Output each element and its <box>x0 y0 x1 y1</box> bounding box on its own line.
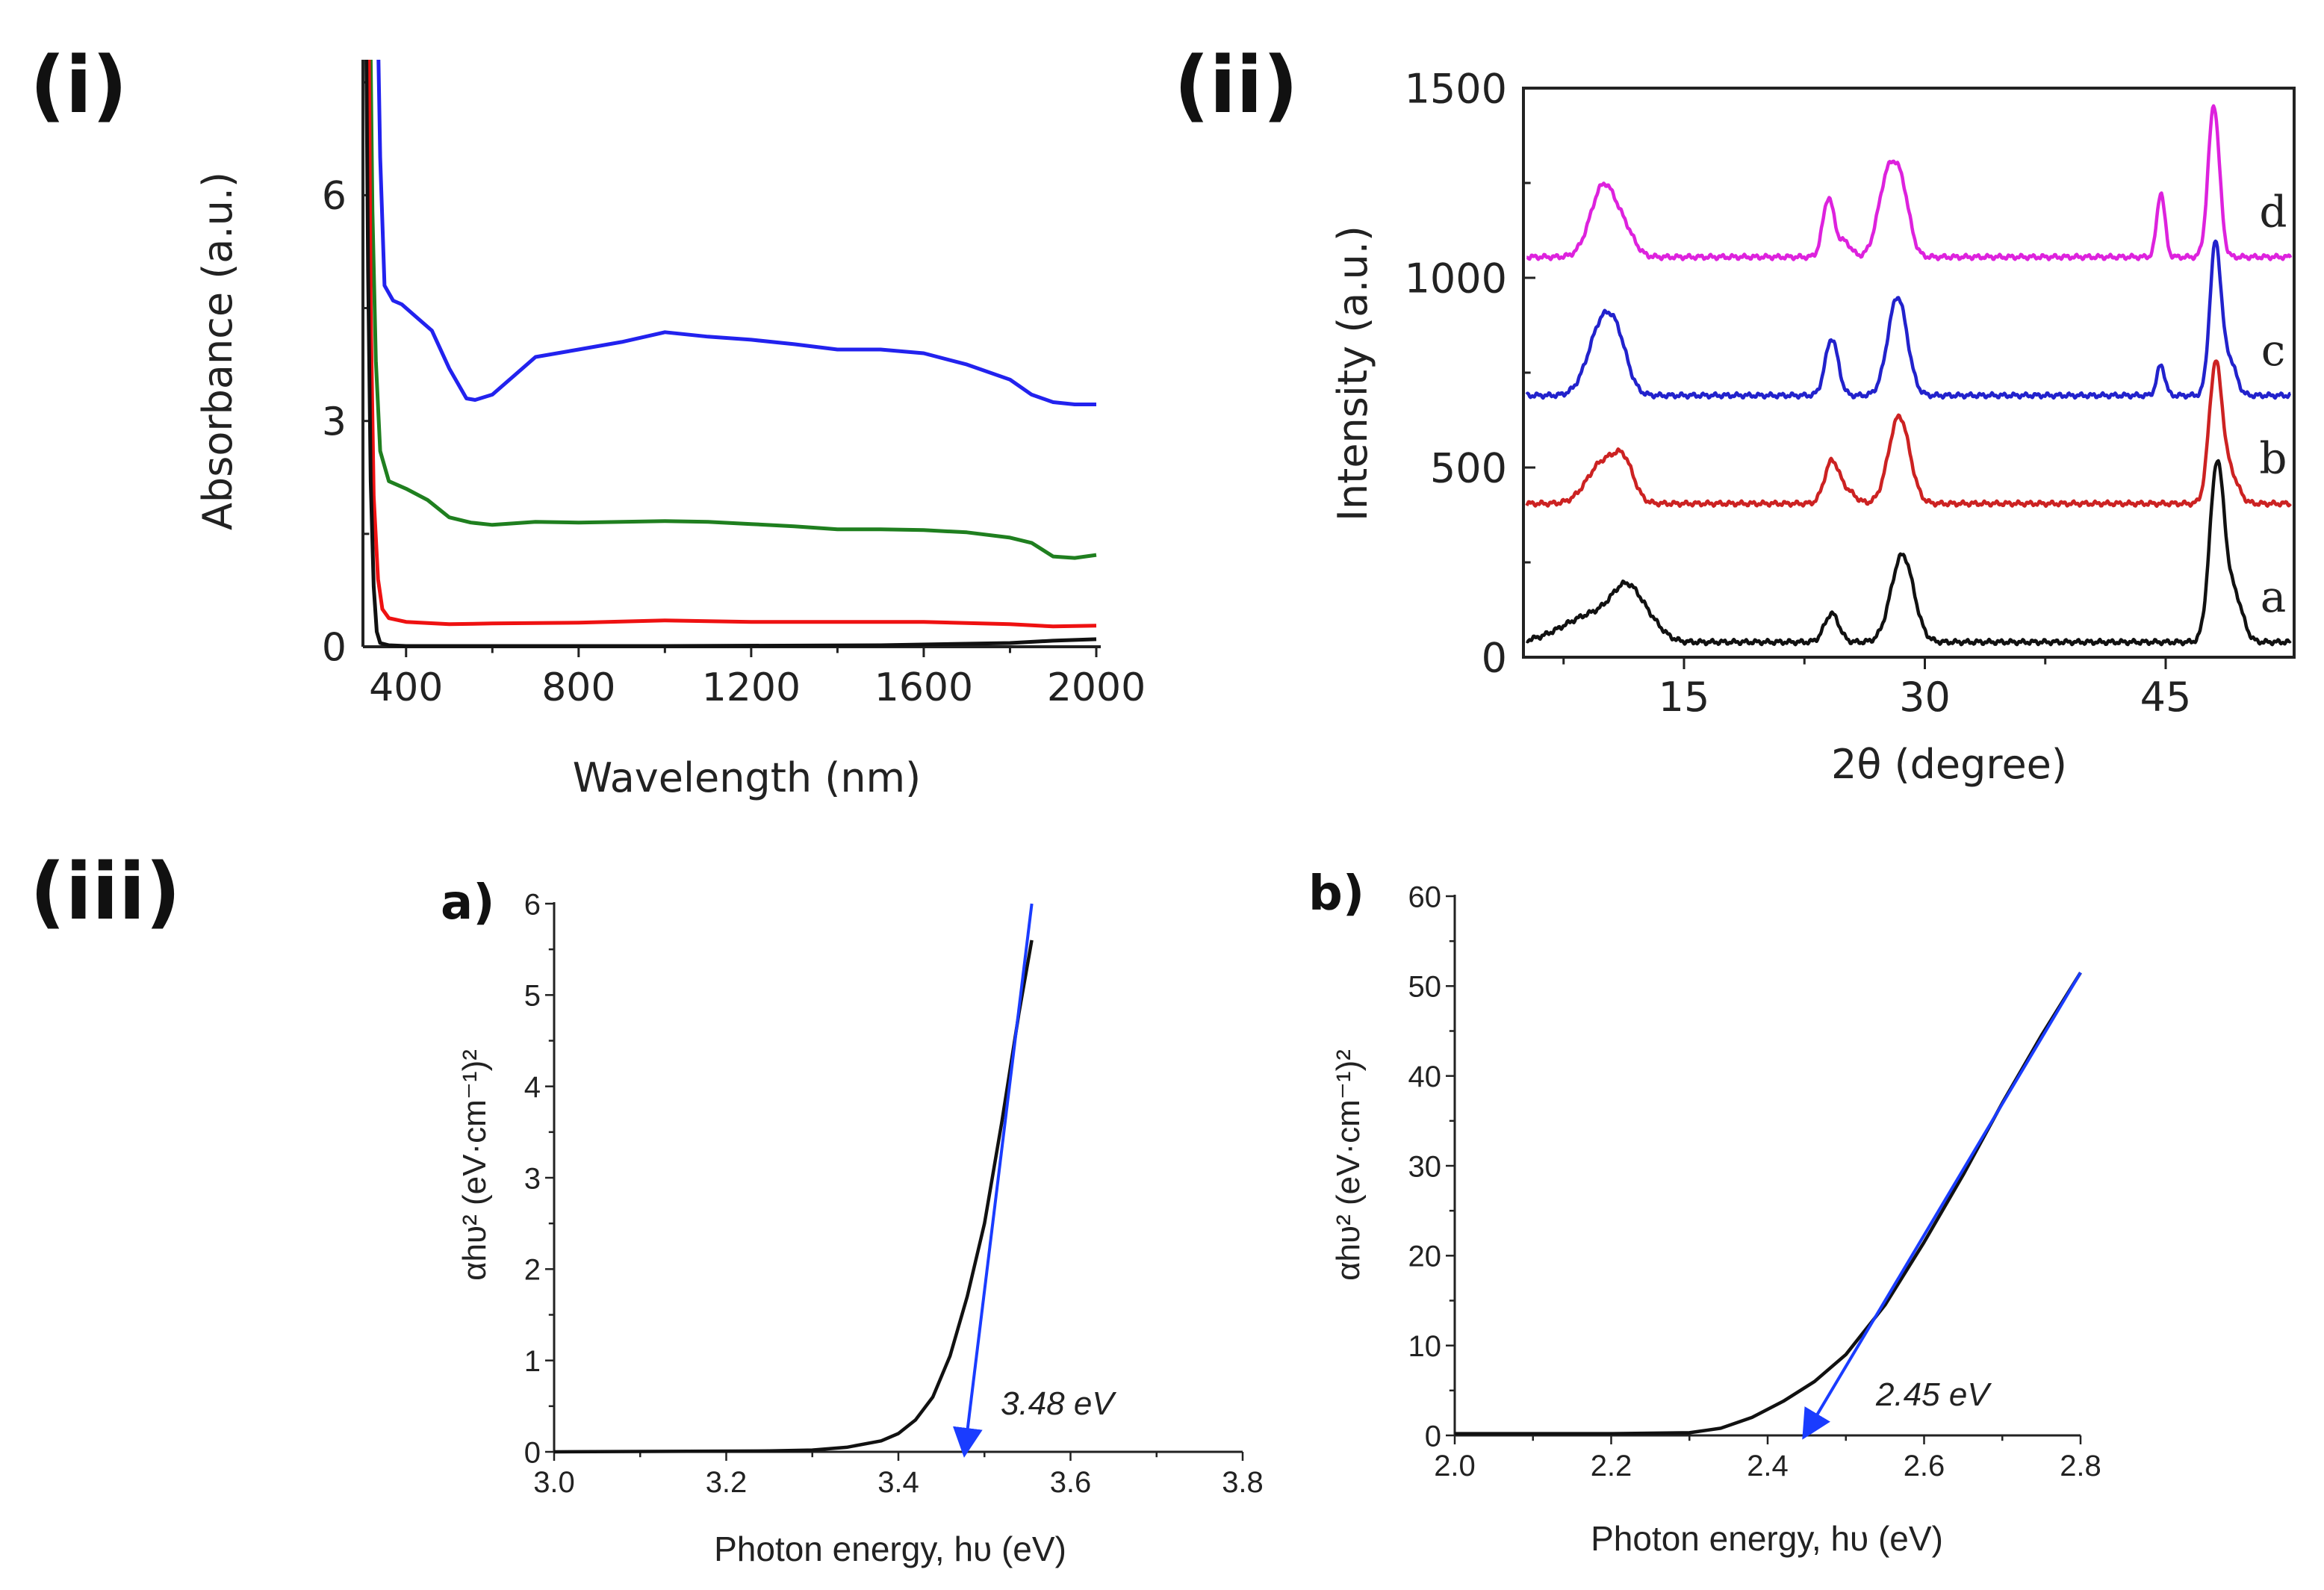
xrd-series-b <box>1525 359 2293 509</box>
absorbance-x-label: Wavelength (nm) <box>573 754 921 801</box>
tauc-b-x-label: Photon energy, hυ (eV) <box>1591 1519 1943 1558</box>
tauc-tangent-arrow <box>1802 972 2082 1440</box>
x-tick-label: 2.8 <box>2060 1450 2101 1482</box>
x-tick-label: 2.2 <box>1591 1450 1632 1482</box>
x-tick-label: 1200 <box>702 665 801 710</box>
tauc-a-annotation: 3.48 eV <box>1001 1385 1116 1422</box>
y-tick-label: 20 <box>1408 1240 1442 1273</box>
panel-label-iii: (iii) <box>30 846 181 937</box>
tauc-a-title: a) <box>441 875 494 931</box>
x-tick-label: 3.0 <box>533 1466 575 1499</box>
y-tick-label: 50 <box>1408 971 1442 1004</box>
y-tick-label: 0 <box>524 1436 541 1469</box>
absorbance-y-label: Absorbance (a.u.) <box>194 172 241 530</box>
xrd-y-label: Intensity (a.u.) <box>1329 226 1376 521</box>
x-tick-label: 2.4 <box>1747 1450 1789 1482</box>
y-tick-label: 2 <box>524 1254 541 1287</box>
xrd-curve-label: a <box>2261 571 2287 622</box>
x-tick-label: 15 <box>1659 674 1710 721</box>
xrd-x-label: 2θ (degree) <box>1831 741 2067 788</box>
absorbance-series-red <box>367 59 1097 629</box>
xrd-curve-label: b <box>2259 433 2287 484</box>
tauc-a-y-label: αhυ² (eV·cm⁻¹)² <box>456 1049 493 1281</box>
xrd-series-c <box>1525 239 2292 400</box>
xrd-chart: 15 30 45 0 500 1000 1500 a b c d 2θ (degree) Inte… <box>1329 65 2296 788</box>
y-tick-label: 6 <box>524 888 541 921</box>
x-tick-label: 400 <box>369 665 443 710</box>
y-tick-label: 40 <box>1408 1060 1442 1093</box>
y-tick-label: 500 <box>1430 444 1507 491</box>
xrd-series-a <box>1525 459 2292 647</box>
tauc-b-annotation: 2.45 eV <box>1875 1376 1992 1413</box>
y-tick-label: 60 <box>1408 881 1442 913</box>
y-tick-label: 4 <box>524 1071 541 1104</box>
absorbance-series-blue <box>376 59 1096 406</box>
xrd-curve-label: c <box>2261 325 2285 376</box>
absorbance-series-black <box>364 59 1097 648</box>
y-tick-label: 5 <box>524 980 541 1013</box>
x-tick-label: 1600 <box>874 665 973 710</box>
x-tick-label: 2.6 <box>1904 1450 1945 1482</box>
x-tick-label: 3.6 <box>1050 1466 1092 1499</box>
y-tick-label: 1 <box>524 1345 541 1378</box>
panel-label-ii: (ii) <box>1174 40 1298 131</box>
y-tick-label: 10 <box>1408 1330 1442 1363</box>
tauc-curve <box>553 940 1034 1454</box>
tauc-plot-a: a) 3.0 3.2 3.4 3.6 3.8 0 1 2 3 4 5 6 3.48 eV Photon… <box>441 875 1264 1568</box>
x-tick-label: 800 <box>541 665 615 710</box>
xrd-series-d <box>1526 104 2293 261</box>
x-tick-label: 3.4 <box>877 1466 919 1499</box>
tauc-tangent-arrow <box>952 903 1034 1458</box>
y-tick-label: 3 <box>322 400 347 444</box>
absorbance-series-green <box>368 59 1097 560</box>
tauc-b-y-label: αhυ² (eV·cm⁻¹)² <box>1330 1049 1367 1281</box>
y-tick-label: 0 <box>1425 1420 1441 1453</box>
panel-label-i: (i) <box>30 40 128 131</box>
y-tick-label: 1000 <box>1405 255 1507 302</box>
xrd-curve-label: d <box>2259 186 2287 237</box>
x-tick-label: 3.2 <box>706 1466 748 1499</box>
tauc-b-title: b) <box>1308 866 1364 922</box>
y-tick-label: 3 <box>524 1162 541 1195</box>
absorbance-chart: 400 800 1200 1600 2000 0 3 6 Wavelength (nm) Ab… <box>194 59 1146 801</box>
x-tick-label: 3.8 <box>1222 1466 1264 1499</box>
y-tick-label: 30 <box>1408 1150 1442 1183</box>
y-tick-label: 1500 <box>1405 65 1507 112</box>
y-tick-label: 0 <box>322 626 347 671</box>
tauc-curve <box>1455 972 2082 1435</box>
tauc-a-x-label: Photon energy, hυ (eV) <box>714 1530 1066 1568</box>
y-tick-label: 6 <box>322 174 347 219</box>
y-tick-label: 0 <box>1482 634 1507 681</box>
x-tick-label: 2000 <box>1047 665 1146 710</box>
x-tick-label: 45 <box>2140 674 2192 721</box>
x-tick-label: 30 <box>1899 674 1951 721</box>
x-tick-label: 2.0 <box>1434 1450 1476 1482</box>
